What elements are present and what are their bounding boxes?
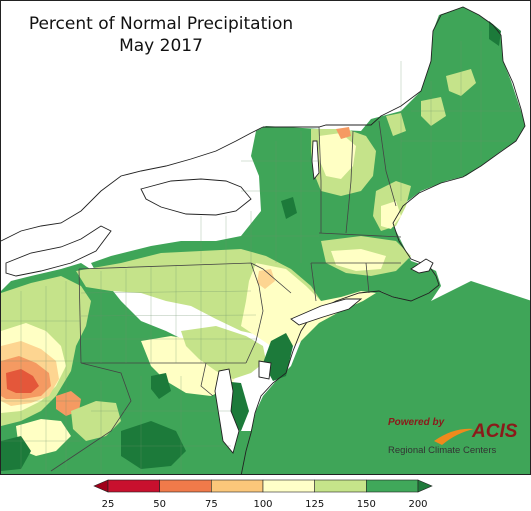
- legend-bar: [93, 479, 433, 493]
- legend-bin: [366, 479, 419, 493]
- county-grid: [80, 290, 257, 340]
- legend-low-arrow: [93, 479, 109, 493]
- land-region: [91, 7, 525, 316]
- county-grid: [400, 31, 521, 201]
- patch-near-normal: [331, 249, 386, 271]
- patch-very-wet: [281, 197, 297, 219]
- patch-near-normal: [16, 419, 71, 456]
- atlantic-coast: [240, 34, 526, 474]
- delaware-bay: [258, 360, 272, 380]
- ct-ri-border: [365, 262, 370, 294]
- vt-nh-border: [318, 126, 322, 233]
- patch-above-normal: [181, 326, 266, 379]
- patch-very-wet: [1, 436, 31, 471]
- legend-bin: [262, 479, 315, 493]
- county-grid: [1, 281, 81, 471]
- patch-very-wet: [121, 421, 186, 469]
- ny-pa-border: [78, 262, 292, 294]
- map-title: Percent of Normal Precipitation: [28, 14, 294, 34]
- vt-ny-border: [345, 130, 354, 234]
- patch-near-normal: [381, 201, 401, 229]
- rcc-text: Regional Climate Centers: [388, 445, 497, 456]
- patch-very-wet: [489, 21, 501, 46]
- lake-ontario: [140, 178, 252, 216]
- ny-ct-border: [310, 262, 317, 302]
- county-grid: [200, 131, 302, 263]
- long-island: [290, 298, 363, 326]
- canada-border: [263, 6, 502, 128]
- county-lines: [1, 31, 521, 474]
- nh-me-border: [378, 120, 397, 207]
- legend-tick-label: 25: [101, 499, 115, 510]
- patch-above-normal: [421, 97, 446, 126]
- county-grid: [100, 264, 227, 363]
- patch-dry: [336, 127, 351, 139]
- legend-tick-label: 50: [153, 499, 167, 510]
- water-bodies: [1, 6, 526, 474]
- legend-bin: [159, 479, 212, 493]
- patch-near-normal: [241, 263, 376, 351]
- wv-border: [50, 362, 132, 472]
- legend-tick-label: 100: [253, 499, 273, 510]
- ma-north-border: [318, 232, 402, 238]
- pa-nj-border: [245, 262, 264, 364]
- lake-champlain: [311, 140, 320, 181]
- patch-below-normal: [257, 269, 275, 289]
- precip-patches: [1, 21, 501, 471]
- cape-cod: [410, 258, 434, 274]
- acis-logo: Powered by ACIS Regional Climate Centers: [384, 411, 524, 461]
- county-grid: [91, 376, 231, 474]
- legend-bin: [314, 479, 367, 493]
- precipitation-map: [1, 6, 530, 474]
- pa-west-border: [78, 268, 82, 364]
- county-grid: [241, 160, 319, 237]
- map-frame: Percent of Normal Precipitation May 2017…: [0, 0, 531, 475]
- legend-bin: [211, 479, 264, 493]
- color-legend: 25 50 75 100 125 150 200: [0, 476, 531, 511]
- legend-high-arrow: [417, 479, 433, 493]
- patch-very-wet: [151, 373, 171, 399]
- patch-near-normal: [319, 133, 356, 179]
- legend-tick-label: 200: [408, 499, 428, 510]
- map-subtitle: May 2017: [119, 36, 203, 56]
- canada-lakes: [1, 126, 264, 242]
- acis-brand: ACIS: [472, 421, 518, 442]
- legend-tick-label: 150: [356, 499, 376, 510]
- patch-dry-severe: [6, 369, 39, 393]
- swoosh-icon: [434, 428, 474, 445]
- legend-bin: [107, 479, 160, 493]
- state-borders: [50, 120, 402, 472]
- swoosh-shape: [434, 428, 474, 445]
- lake-erie: [5, 225, 112, 277]
- md-va-border: [200, 362, 214, 397]
- powered-by-text: Powered by: [388, 417, 445, 428]
- legend-tick-label: 125: [305, 499, 325, 510]
- legend-tick-label: 75: [204, 499, 218, 510]
